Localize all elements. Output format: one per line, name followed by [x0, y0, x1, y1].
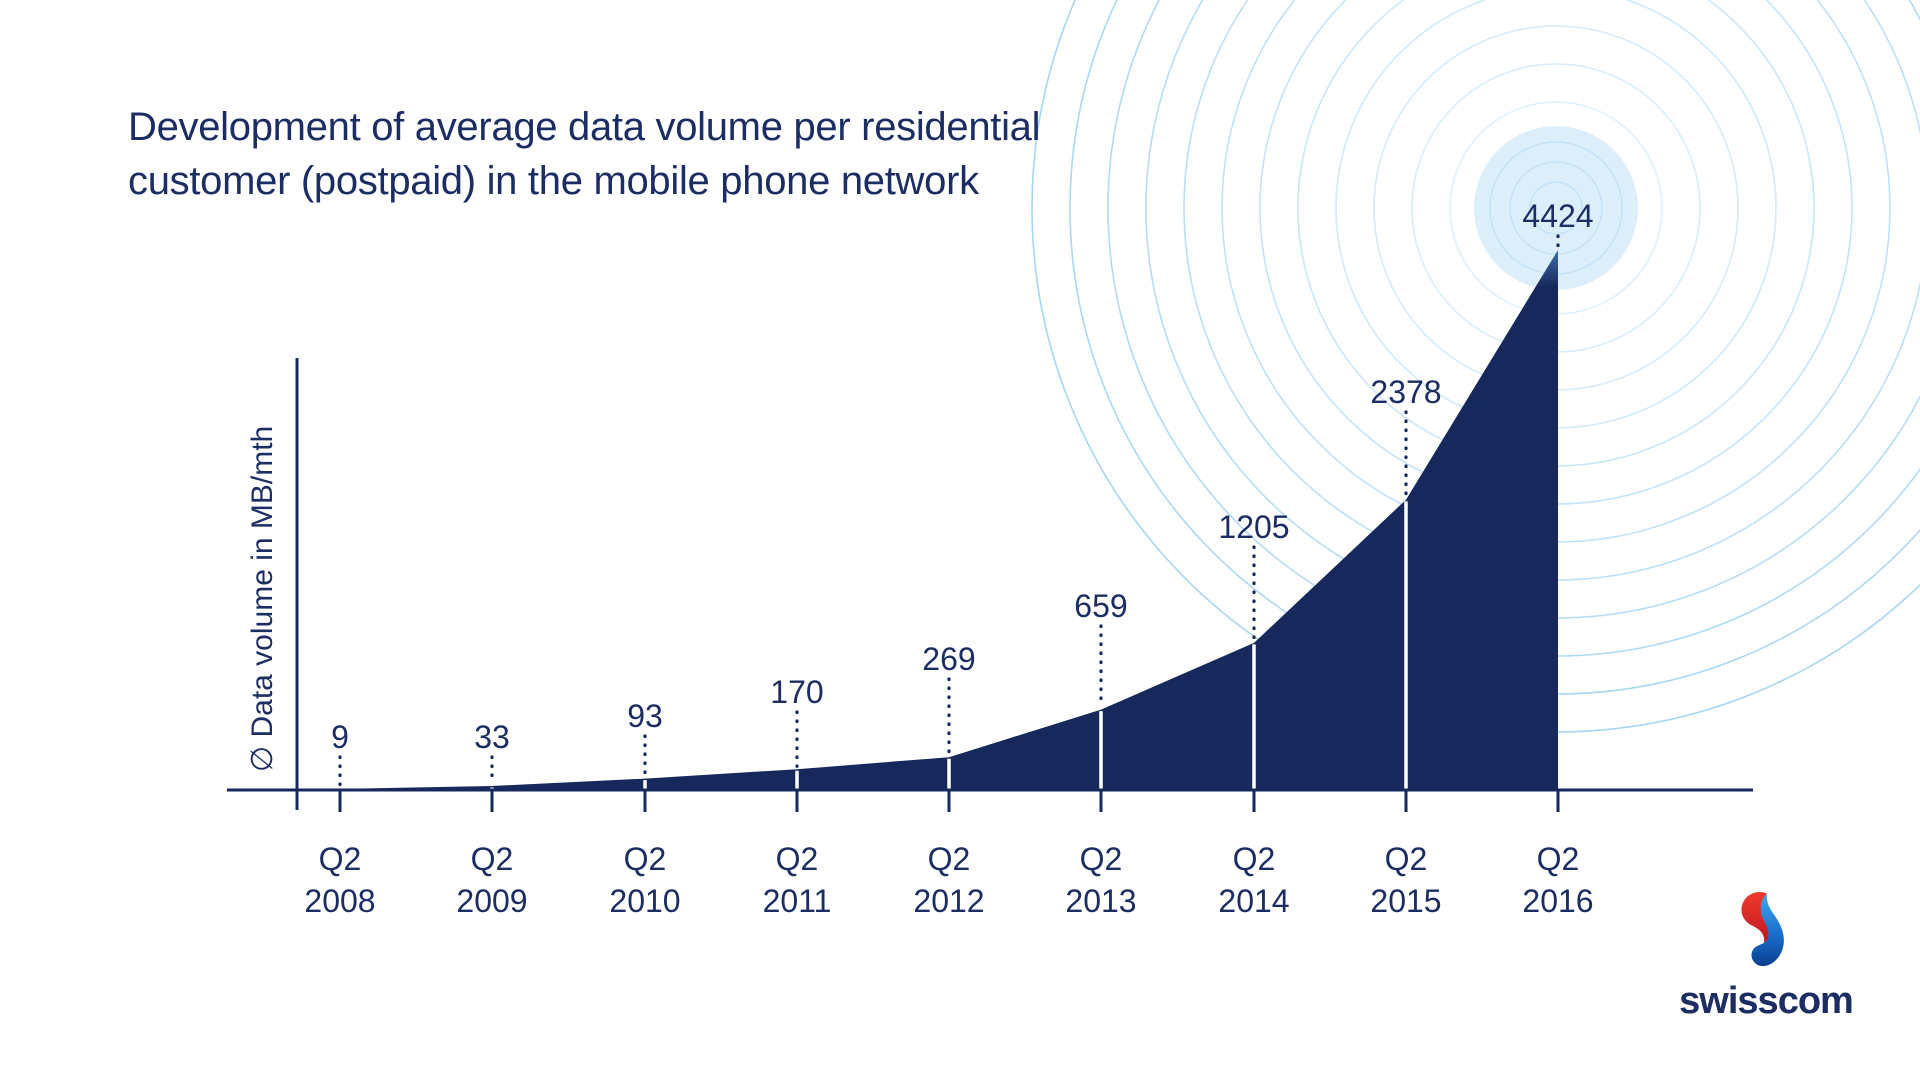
- area-series: [340, 250, 1558, 790]
- logo-blue-shape: [1751, 893, 1784, 967]
- y-axis-title: ∅ Data volume in MB/mth: [246, 426, 279, 772]
- x-tick-year: 2015: [1370, 883, 1441, 919]
- x-tick-quarter: Q2: [1233, 841, 1276, 877]
- value-label: 2378: [1370, 374, 1441, 410]
- chart-title-line1: Development of average data volume per r…: [128, 105, 1041, 149]
- x-tick-quarter: Q2: [776, 841, 819, 877]
- x-tick-year: 2010: [609, 883, 680, 919]
- peak-glow-circle: [1474, 126, 1638, 290]
- swisscom-wordmark: swisscom: [1679, 980, 1854, 1022]
- x-tick-quarter: Q2: [624, 841, 667, 877]
- decorative-inner-ring: [1529, 181, 1583, 235]
- value-label: 93: [627, 698, 663, 734]
- x-tick-quarter: Q2: [319, 841, 362, 877]
- swisscom-lifeform-icon: [1741, 891, 1784, 967]
- swisscom-logo: swisscom: [1676, 890, 1856, 1023]
- chart-title-line2: customer (postpaid) in the mobile phone …: [128, 159, 979, 203]
- x-tick-year: 2008: [304, 883, 375, 919]
- x-tick-year: 2016: [1522, 883, 1593, 919]
- x-tick-year: 2009: [456, 883, 527, 919]
- value-label: 33: [474, 719, 510, 755]
- value-label: 170: [770, 674, 823, 710]
- x-tick-quarter: Q2: [471, 841, 514, 877]
- x-tick-quarter: Q2: [1385, 841, 1428, 877]
- value-label: 659: [1074, 588, 1127, 624]
- x-tick-quarter: Q2: [1080, 841, 1123, 877]
- x-tick-year: 2011: [763, 883, 832, 919]
- chart-title: Development of average data volume per r…: [128, 100, 1041, 208]
- logo-red-shape: [1741, 891, 1772, 953]
- value-label: 1205: [1218, 509, 1289, 545]
- value-label: 269: [922, 641, 975, 677]
- x-tick-year: 2012: [913, 883, 984, 919]
- x-tick-quarter: Q2: [1537, 841, 1580, 877]
- x-tick-year: 2013: [1065, 883, 1136, 919]
- value-label: 4424: [1522, 198, 1593, 234]
- x-tick-year: 2014: [1218, 883, 1289, 919]
- value-label: 9: [331, 719, 349, 755]
- x-tick-quarter: Q2: [928, 841, 971, 877]
